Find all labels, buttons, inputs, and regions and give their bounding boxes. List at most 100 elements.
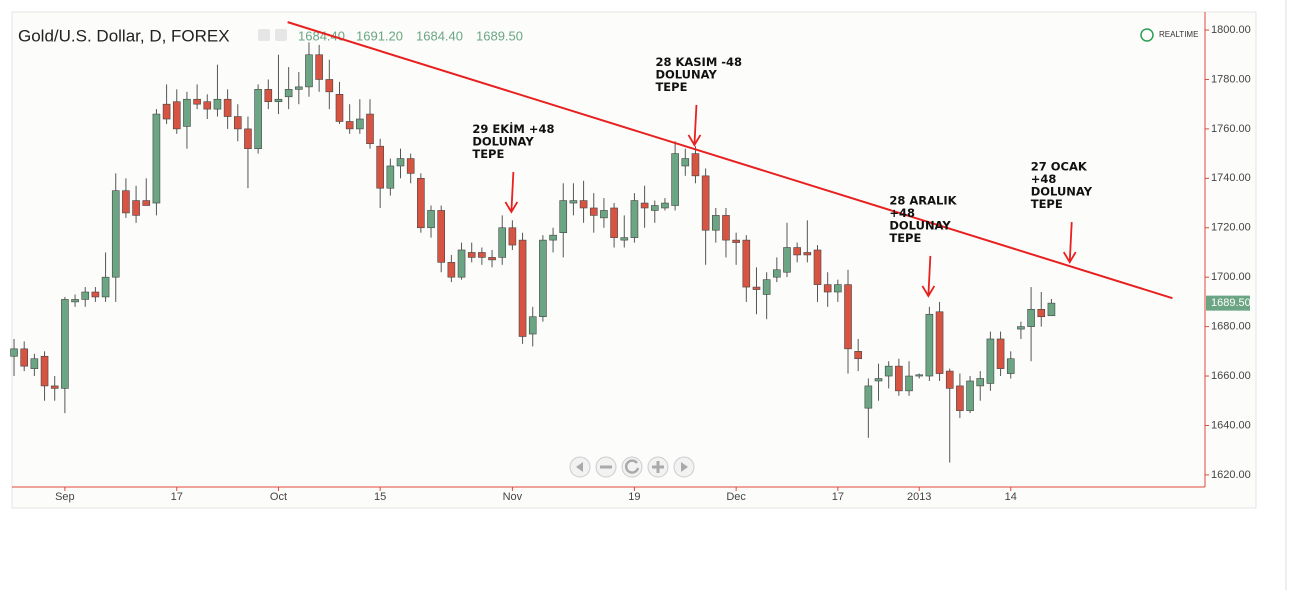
candle-body: [101, 276, 110, 298]
candle-body: [701, 175, 710, 231]
x-tick-label: 19: [628, 491, 640, 503]
x-tick-label: Nov: [503, 491, 523, 503]
annotation-text: DOLUNAY: [655, 67, 717, 81]
trendline: [287, 21, 1173, 300]
candle-body: [518, 239, 527, 337]
candle-body: [264, 89, 273, 103]
candle-body: [732, 239, 740, 243]
y-tick-label: 1680.00: [1211, 321, 1251, 333]
candle-body: [823, 284, 832, 293]
icon: [624, 459, 640, 474]
candle-body: [162, 103, 171, 120]
annotation-text: +48: [1031, 172, 1057, 186]
annotation-text: 27 OCAK: [1031, 160, 1088, 174]
candle-body: [233, 116, 242, 130]
realtime-icon: [1140, 28, 1154, 42]
annotation-text: TEPE: [472, 147, 504, 161]
candle-body: [142, 200, 151, 206]
annotation-text: TEPE: [1031, 197, 1063, 211]
candle-body: [203, 101, 212, 110]
candle-body: [152, 113, 161, 204]
last-price-label: 1689.50: [1211, 297, 1251, 309]
candle-body: [711, 215, 720, 231]
candle-body: [844, 284, 852, 350]
annotation-text: 28 KASIM -48: [655, 55, 742, 69]
ohlc-close: 1689.50: [476, 28, 523, 43]
y-tick-label: 1660.00: [1211, 370, 1251, 382]
candle-body: [589, 207, 598, 216]
candle-body: [640, 202, 649, 209]
candle-body: [874, 378, 883, 382]
candle-body: [773, 269, 781, 278]
candle-body: [223, 98, 232, 117]
annotation-text: DOLUNAY: [1031, 185, 1093, 199]
icon: [652, 461, 664, 473]
y-tick-label: 1780.00: [1211, 73, 1251, 85]
candle-body: [345, 121, 354, 130]
candle-body: [498, 227, 507, 258]
candle-body: [691, 153, 700, 177]
candle-body: [610, 207, 618, 238]
x-tick-label: Dec: [726, 491, 746, 503]
candle-body: [956, 385, 964, 411]
candle-body: [915, 374, 924, 377]
ohlc-low: 1684.40: [416, 28, 463, 43]
candle-body: [193, 98, 201, 105]
candle-body: [50, 385, 59, 389]
candle-body: [630, 200, 639, 238]
candle-body: [447, 262, 456, 278]
candle-body: [305, 54, 313, 88]
settings-icon[interactable]: [258, 29, 270, 41]
candle-body: [172, 101, 181, 130]
candle-body: [61, 299, 69, 389]
annotation-text: 28 ARALIK: [889, 193, 957, 207]
candle-body: [681, 158, 690, 167]
candle-body: [488, 257, 496, 261]
chart-title: Gold/U.S. Dollar, D, FOREX: [18, 26, 230, 45]
annotation-arrow: [510, 171, 515, 212]
candle-body: [752, 286, 761, 290]
x-tick-label: 17: [171, 491, 183, 503]
candle-body: [1047, 302, 1056, 317]
x-tick-label: 14: [1005, 491, 1017, 503]
candle-body: [132, 200, 140, 216]
candle-body: [620, 237, 629, 241]
candle-body: [905, 375, 913, 392]
candle-body: [1006, 358, 1015, 374]
candle-body: [457, 249, 466, 278]
candle-body: [854, 351, 862, 360]
candle-body: [762, 279, 771, 295]
candle-body: [254, 89, 262, 149]
candle-body: [996, 338, 1005, 369]
annotation-arrowhead: [921, 285, 936, 298]
annotation-text: DOLUNAY: [889, 218, 951, 232]
icon: [681, 462, 688, 472]
candle-body: [335, 93, 344, 122]
candle-body: [569, 200, 578, 204]
y-tick-label: 1740.00: [1211, 172, 1251, 184]
candle-body: [295, 86, 303, 90]
y-tick-label: 1700.00: [1211, 271, 1251, 283]
candle-body: [10, 348, 18, 357]
candle-body: [20, 348, 29, 367]
candle-body: [966, 380, 974, 411]
candle-body: [528, 316, 537, 335]
candle-body: [895, 365, 903, 392]
candle-body: [793, 247, 801, 256]
candle-body: [803, 252, 812, 256]
annotation-arrowhead: [687, 134, 702, 147]
candle-body: [71, 299, 79, 303]
candle-body: [386, 165, 395, 189]
candle-body: [559, 200, 568, 233]
candle-body: [122, 190, 130, 214]
candle-body: [935, 311, 944, 374]
candle-body: [406, 158, 415, 174]
candle-body: [213, 98, 222, 110]
ohlc-open: 1684.40: [298, 28, 345, 43]
candle-body: [91, 291, 100, 298]
realtime-label: REALTIME: [1159, 30, 1198, 39]
candle-body: [813, 249, 822, 285]
candle-body: [600, 210, 608, 219]
settings-icon[interactable]: [275, 29, 287, 41]
candle-body: [1037, 309, 1046, 318]
